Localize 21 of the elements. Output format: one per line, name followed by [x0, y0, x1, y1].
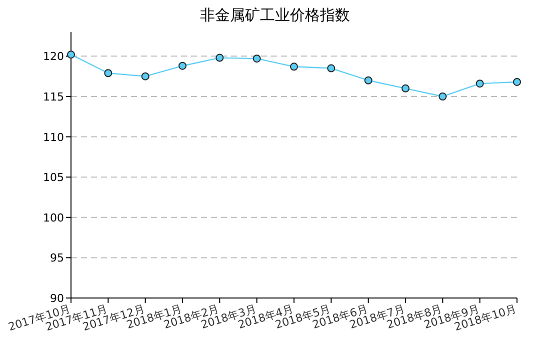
- point: [141, 72, 150, 80]
- point: [252, 54, 261, 63]
- y-tick-label: 115: [43, 90, 64, 104]
- point: [290, 62, 298, 71]
- point: [327, 64, 336, 72]
- point: [67, 50, 75, 59]
- point: [104, 69, 112, 78]
- point: [402, 84, 410, 92]
- chart-title: 非金属矿工业价格指数: [200, 6, 350, 24]
- y-tick-label: 90: [50, 292, 64, 305]
- point: [476, 80, 484, 88]
- point: [438, 92, 447, 100]
- point: [178, 62, 186, 70]
- point: [364, 76, 372, 84]
- point: [513, 78, 521, 86]
- y-tick-label: 120: [43, 50, 64, 64]
- y-tick-label: 110: [43, 130, 64, 144]
- y-tick-label: 95: [50, 252, 64, 265]
- y-tick-label: 105: [43, 171, 64, 184]
- y-tick-label: 100: [43, 211, 64, 224]
- point: [216, 54, 224, 62]
